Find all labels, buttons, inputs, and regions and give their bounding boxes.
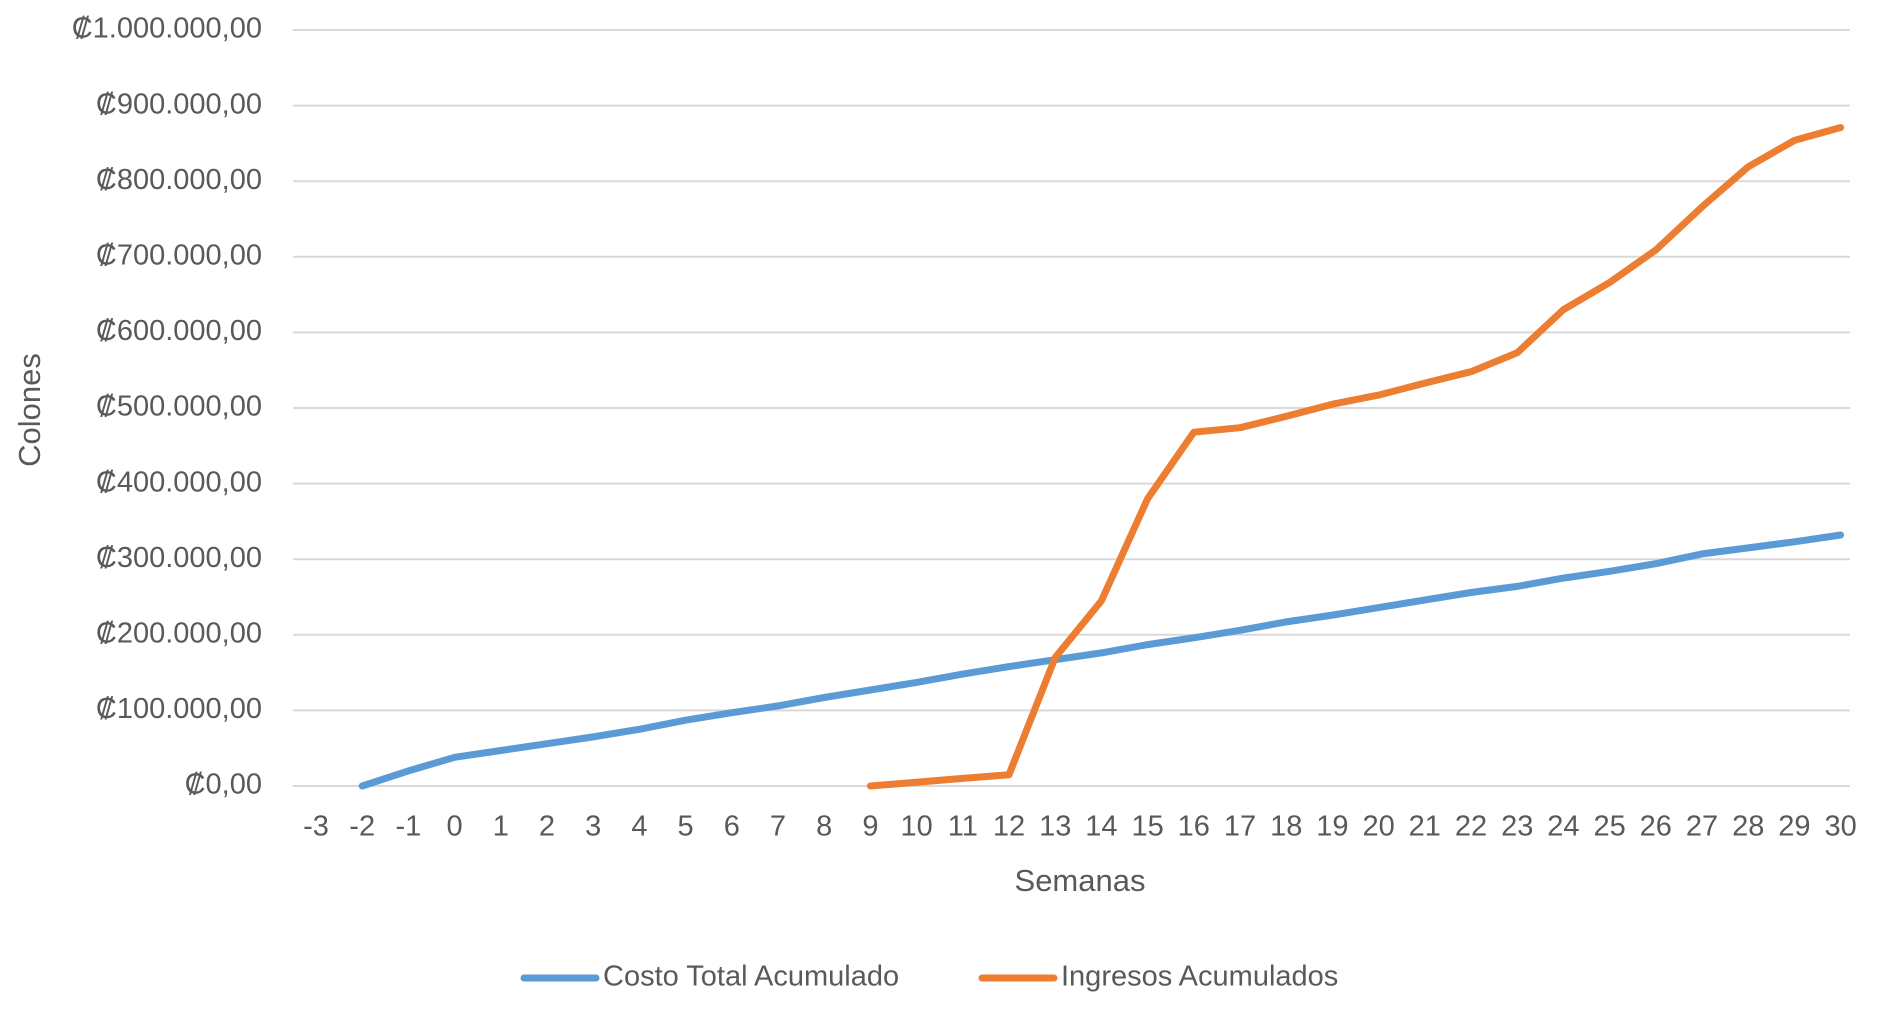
x-tick-label: 7 [770,811,786,843]
x-tick-label: 23 [1501,811,1533,843]
y-tick-label: ₡200.000,00 [96,617,262,649]
x-tick-label: 5 [678,811,694,843]
x-tick-label: 0 [447,811,463,843]
y-tick-label: ₡0,00 [185,769,262,801]
x-axis-ticks: -3 -2 -1 0 1 2 3 4 5 6 7 8 9 10 11 12 13 14 15 16 17 18 19 20 21… [303,811,1857,843]
y-tick-label: ₡500.000,00 [96,391,262,423]
x-tick-label: 11 [948,811,978,843]
x-tick-label: -1 [396,811,422,843]
x-tick-label: 16 [1178,811,1210,843]
x-tick-label: 28 [1732,811,1764,843]
x-axis-title: Semanas [1015,863,1146,898]
y-axis-ticks: ₡0,00 ₡100.000,00 ₡200.000,00 ₡300.000,00 ₡4… [72,13,262,801]
y-tick-label: ₡700.000,00 [96,239,262,271]
legend-label: Costo Total Acumulado [603,961,899,993]
y-tick-label: ₡100.000,00 [96,693,262,725]
series-line-1 [358,531,1845,790]
x-tick-label: 17 [1224,811,1256,843]
x-tick-label: 2 [539,811,555,843]
x-tick-label: 20 [1362,811,1394,843]
y-axis-title: Colones [12,353,47,467]
y-tick-label: ₡900.000,00 [96,88,262,120]
x-tick-label: 14 [1085,811,1117,843]
x-tick-label: 29 [1778,811,1810,843]
x-tick-label: -3 [303,811,329,843]
x-tick-label: -2 [349,811,375,843]
x-tick-label: 6 [724,811,740,843]
x-tick-label: 25 [1593,811,1625,843]
x-tick-label: 30 [1824,811,1856,843]
x-tick-label: 22 [1455,811,1487,843]
gridlines [293,29,1850,787]
x-tick-label: 8 [816,811,832,843]
series-lines [358,124,1845,790]
x-tick-label: 26 [1640,811,1672,843]
x-tick-label: 13 [1039,811,1071,843]
x-tick-label: 10 [900,811,932,843]
x-tick-label: 3 [585,811,601,843]
x-tick-label: 24 [1547,811,1579,843]
legend-label: Ingresos Acumulados [1061,961,1338,993]
series-line-2 [866,124,1845,790]
y-tick-label: ₡400.000,00 [96,466,262,498]
y-tick-label: ₡800.000,00 [96,164,262,196]
x-tick-label: 4 [631,811,647,843]
x-tick-label: 9 [862,811,878,843]
x-tick-label: 12 [993,811,1025,843]
x-tick-label: 21 [1409,811,1441,843]
x-tick-label: 1 [493,811,509,843]
legend: Costo Total Acumulado Ingresos Acumulados [520,961,1338,993]
x-tick-label: 27 [1686,811,1718,843]
x-tick-label: 15 [1131,811,1163,843]
x-tick-label: 19 [1316,811,1348,843]
x-tick-label: 18 [1270,811,1302,843]
y-tick-label: ₡300.000,00 [96,542,262,574]
y-tick-label: ₡600.000,00 [96,315,262,347]
y-tick-label: ₡1.000.000,00 [72,13,262,45]
